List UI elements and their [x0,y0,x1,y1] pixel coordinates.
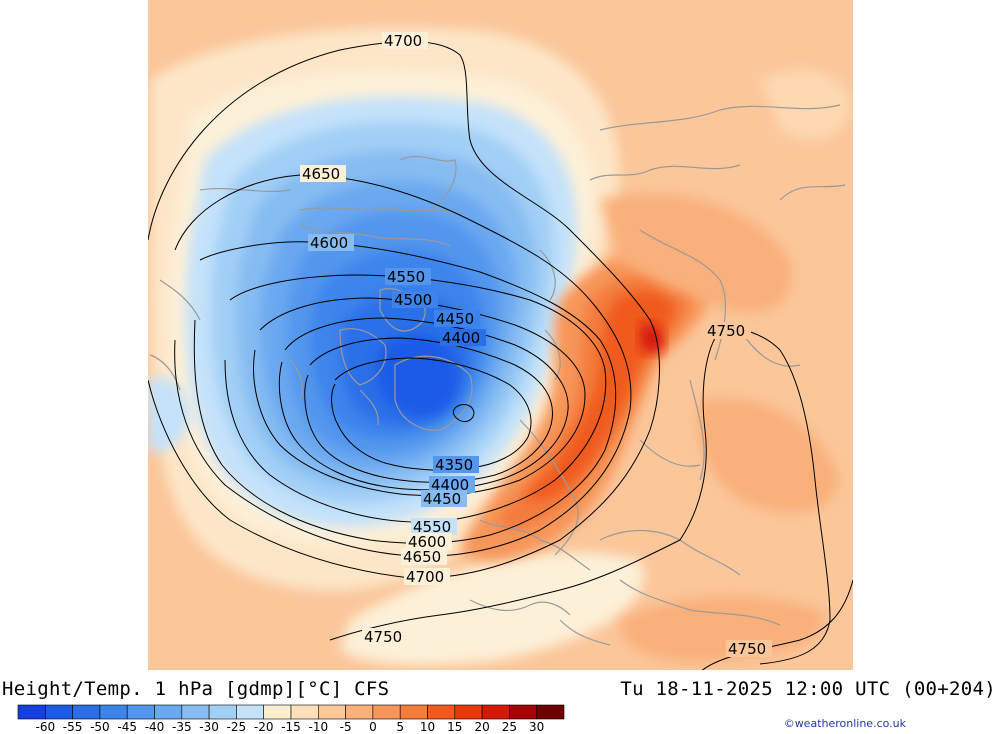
legend-swatch [17,704,46,720]
credit-link[interactable]: ©weatheronline.co.uk [783,717,906,730]
legend-swatch [481,704,510,720]
legend-tick-label: 30 [529,720,544,734]
legend-tick-label: -50 [90,720,110,734]
legend-tick-label: -40 [145,720,165,734]
legend-swatch [263,704,292,720]
contour-label-4500: 4500 [394,291,432,309]
legend-tick-label: -60 [35,720,55,734]
legend-tick-label: 5 [396,720,404,734]
legend-swatch [208,704,237,720]
contour-label-4750-southeast: 4750 [728,640,766,658]
map-footer: Height/Temp. 1 hPa [gdmp][°C] CFS Tu 18-… [0,672,1000,734]
contour-label-4750-east: 4750 [707,322,745,340]
color-legend: -60 -55 -50 -45 -40 -35 -30 -25 -20 -15 -10 -5 0 5 10 1… [17,704,565,734]
map-canvas: 4700 4650 4600 4550 4500 4450 4400 4350 … [148,0,853,670]
contour-label-4700-top: 4700 [384,32,422,50]
map-title: Height/Temp. 1 hPa [gdmp][°C] CFS [2,678,390,700]
legend-swatch [454,704,483,720]
legend-swatch [236,704,264,720]
contour-label-4650-south: 4650 [403,548,441,566]
contour-label-4450: 4450 [436,310,474,328]
legend-swatch [72,704,101,720]
legend-tick-label: 15 [447,720,462,734]
legend-tick-label: 10 [420,720,435,734]
legend-swatch [126,704,155,720]
contour-label-4450-south: 4450 [423,490,461,508]
legend-swatch [509,704,537,720]
legend-swatch [345,704,374,720]
contour-label-4700-south: 4700 [406,568,444,586]
legend-tick-label: -25 [227,720,247,734]
legend-tick-label: -30 [199,720,219,734]
legend-tick-label: -35 [172,720,192,734]
legend-swatch [427,704,456,720]
contour-labels: 4700 4650 4600 4550 4500 4450 4400 4350 … [300,32,772,658]
legend-tick-label: 25 [502,720,517,734]
legend-tick-label: 0 [369,720,377,734]
legend-tick-label: 20 [474,720,489,734]
legend-swatch [399,704,428,720]
legend-tick-label: -10 [308,720,328,734]
contour-label-4600: 4600 [310,234,348,252]
legend-swatch [181,704,210,720]
height-contours [148,41,853,670]
contour-label-4750-southwest: 4750 [364,628,402,646]
legend-tick-label: -5 [340,720,352,734]
contour-label-4650: 4650 [302,165,340,183]
contour-label-4400: 4400 [442,329,480,347]
valid-time: Tu 18-11-2025 12:00 UTC (00+204) [620,678,996,700]
legend-tick-label: -20 [254,720,274,734]
legend-tick-label: -15 [281,720,301,734]
legend-swatch [536,704,565,720]
contour-label-4550: 4550 [387,268,425,286]
legend-tick-label: -55 [63,720,83,734]
legend-swatch [317,704,346,720]
legend-swatch [290,704,319,720]
legend-swatch [372,704,401,720]
contour-label-4350: 4350 [435,456,473,474]
legend-swatch [44,704,73,720]
contour-label-4600-south: 4600 [408,533,446,551]
legend-swatch [154,704,183,720]
legend-tick-label: -45 [117,720,137,734]
weather-map: 4700 4650 4600 4550 4500 4450 4400 4350 … [148,0,853,670]
contour-label-4400-south: 4400 [431,476,469,494]
contour-label-4550-south: 4550 [413,518,451,536]
legend-swatch [99,704,128,720]
